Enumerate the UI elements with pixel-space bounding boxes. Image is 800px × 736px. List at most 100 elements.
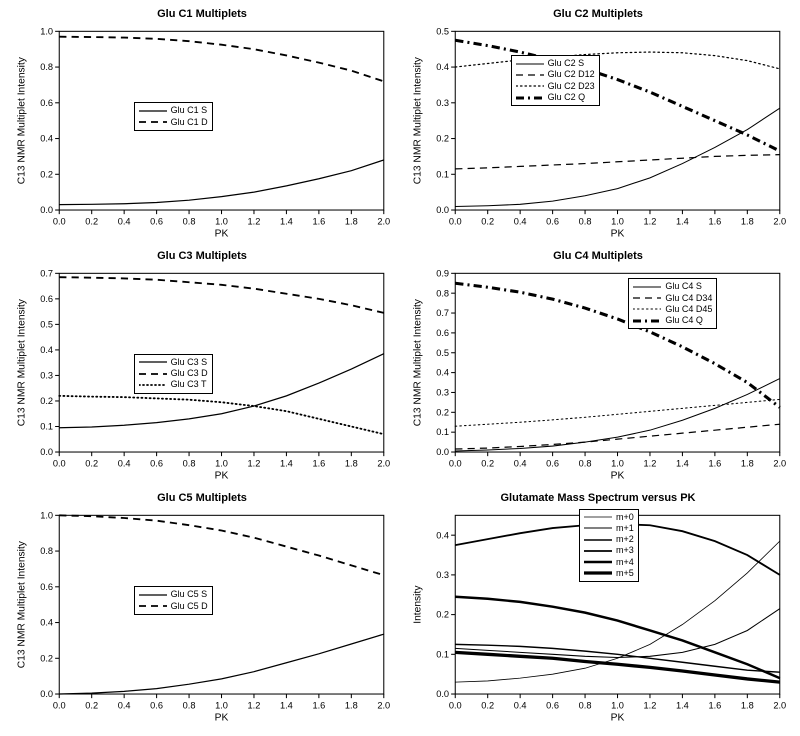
chart-c3: Glu C3 Multiplets0.00.20.40.60.81.01.21.…	[12, 250, 392, 486]
chart-title: Glu C3 Multiplets	[12, 250, 392, 262]
legend-item: Glu C2 S	[516, 58, 595, 69]
svg-text:PK: PK	[215, 229, 229, 240]
svg-text:0.7: 0.7	[40, 268, 53, 278]
svg-text:C13 NMR Multiplet Intensity: C13 NMR Multiplet Intensity	[16, 56, 27, 184]
legend-label: Glu C5 S	[171, 589, 208, 600]
legend-label: m+0	[616, 512, 634, 523]
svg-text:0.3: 0.3	[436, 388, 449, 398]
legend: Glu C1 SGlu C1 D	[134, 102, 213, 131]
svg-text:Intensity: Intensity	[412, 585, 423, 624]
legend-swatch	[633, 282, 661, 292]
legend-swatch	[516, 59, 544, 69]
svg-text:1.0: 1.0	[611, 216, 624, 226]
svg-text:0.2: 0.2	[436, 610, 449, 620]
legend-item: m+0	[584, 512, 634, 523]
legend-item: m+2	[584, 534, 634, 545]
svg-text:0.4: 0.4	[40, 618, 53, 628]
svg-text:2.0: 2.0	[377, 458, 390, 468]
legend-label: Glu C2 Q	[548, 92, 586, 103]
svg-text:0.8: 0.8	[436, 288, 449, 298]
legend-swatch	[633, 293, 661, 303]
legend-swatch	[516, 93, 544, 103]
svg-text:PK: PK	[215, 713, 229, 724]
svg-text:0.8: 0.8	[579, 216, 592, 226]
svg-text:C13 NMR Multiplet Intensity: C13 NMR Multiplet Intensity	[16, 540, 27, 668]
svg-text:1.2: 1.2	[248, 216, 261, 226]
svg-text:0.0: 0.0	[436, 205, 449, 215]
series-line	[455, 283, 780, 407]
series-line	[59, 277, 384, 313]
svg-text:0.2: 0.2	[85, 216, 98, 226]
legend-swatch	[516, 81, 544, 91]
series-line	[59, 396, 384, 434]
legend-swatch	[584, 557, 612, 567]
svg-text:0.8: 0.8	[40, 62, 53, 72]
legend-item: Glu C3 T	[139, 379, 208, 390]
svg-text:0.0: 0.0	[53, 458, 66, 468]
svg-text:1.6: 1.6	[312, 458, 325, 468]
svg-text:0.1: 0.1	[436, 169, 449, 179]
svg-text:0.4: 0.4	[436, 62, 449, 72]
svg-text:1.6: 1.6	[708, 216, 721, 226]
svg-text:0.2: 0.2	[85, 700, 98, 710]
svg-text:0.0: 0.0	[449, 458, 462, 468]
series-line	[59, 160, 384, 205]
legend-item: Glu C2 D23	[516, 81, 595, 92]
legend-swatch	[516, 70, 544, 80]
svg-text:1.0: 1.0	[215, 458, 228, 468]
svg-text:1.8: 1.8	[345, 216, 358, 226]
legend-item: Glu C1 D	[139, 117, 208, 128]
svg-text:0.2: 0.2	[40, 396, 53, 406]
legend: Glu C2 SGlu C2 D12Glu C2 D23Glu C2 Q	[511, 55, 600, 106]
legend-item: Glu C5 D	[139, 601, 208, 612]
series-line	[455, 399, 780, 426]
svg-text:1.6: 1.6	[312, 700, 325, 710]
legend-swatch	[139, 380, 167, 390]
legend-item: Glu C5 S	[139, 589, 208, 600]
series-line	[59, 37, 384, 82]
svg-text:0.4: 0.4	[514, 700, 527, 710]
chart-c5: Glu C5 Multiplets0.00.20.40.60.81.01.21.…	[12, 492, 392, 728]
series-line	[455, 40, 780, 151]
svg-text:0.0: 0.0	[449, 216, 462, 226]
chart-c4: Glu C4 Multiplets0.00.20.40.60.81.01.21.…	[408, 250, 788, 486]
legend-label: m+3	[616, 545, 634, 556]
svg-text:1.0: 1.0	[215, 216, 228, 226]
svg-text:1.8: 1.8	[741, 458, 754, 468]
svg-text:0.1: 0.1	[436, 427, 449, 437]
svg-text:1.2: 1.2	[644, 216, 657, 226]
svg-text:0.6: 0.6	[150, 458, 163, 468]
svg-text:0.0: 0.0	[40, 689, 53, 699]
chart-c6: Glutamate Mass Spectrum versus PK0.00.20…	[408, 492, 788, 728]
legend-swatch	[584, 523, 612, 533]
series-line	[455, 155, 780, 169]
svg-text:2.0: 2.0	[377, 216, 390, 226]
svg-text:0.4: 0.4	[514, 216, 527, 226]
legend-label: Glu C3 T	[171, 379, 207, 390]
series-line	[59, 515, 384, 575]
svg-text:0.1: 0.1	[40, 422, 53, 432]
legend-swatch	[139, 357, 167, 367]
svg-text:0.2: 0.2	[481, 458, 494, 468]
legend-swatch	[584, 568, 612, 578]
legend-swatch	[139, 369, 167, 379]
svg-text:1.0: 1.0	[40, 510, 53, 520]
svg-text:0.2: 0.2	[85, 458, 98, 468]
svg-text:1.6: 1.6	[708, 458, 721, 468]
svg-text:PK: PK	[611, 713, 625, 724]
series-line	[455, 108, 780, 206]
svg-text:0.0: 0.0	[436, 447, 449, 457]
svg-text:1.4: 1.4	[676, 458, 689, 468]
svg-text:0.8: 0.8	[183, 700, 196, 710]
svg-text:0.2: 0.2	[40, 169, 53, 179]
chart-title: Glu C4 Multiplets	[408, 250, 788, 262]
svg-text:0.3: 0.3	[436, 98, 449, 108]
legend-item: Glu C3 D	[139, 368, 208, 379]
legend-item: Glu C3 S	[139, 357, 208, 368]
svg-text:1.0: 1.0	[611, 458, 624, 468]
svg-text:0.5: 0.5	[40, 319, 53, 329]
svg-text:1.2: 1.2	[248, 458, 261, 468]
legend: Glu C4 SGlu C4 D34Glu C4 D45Glu C4 Q	[628, 278, 717, 329]
svg-text:0.4: 0.4	[118, 216, 131, 226]
svg-text:0.9: 0.9	[436, 268, 449, 278]
